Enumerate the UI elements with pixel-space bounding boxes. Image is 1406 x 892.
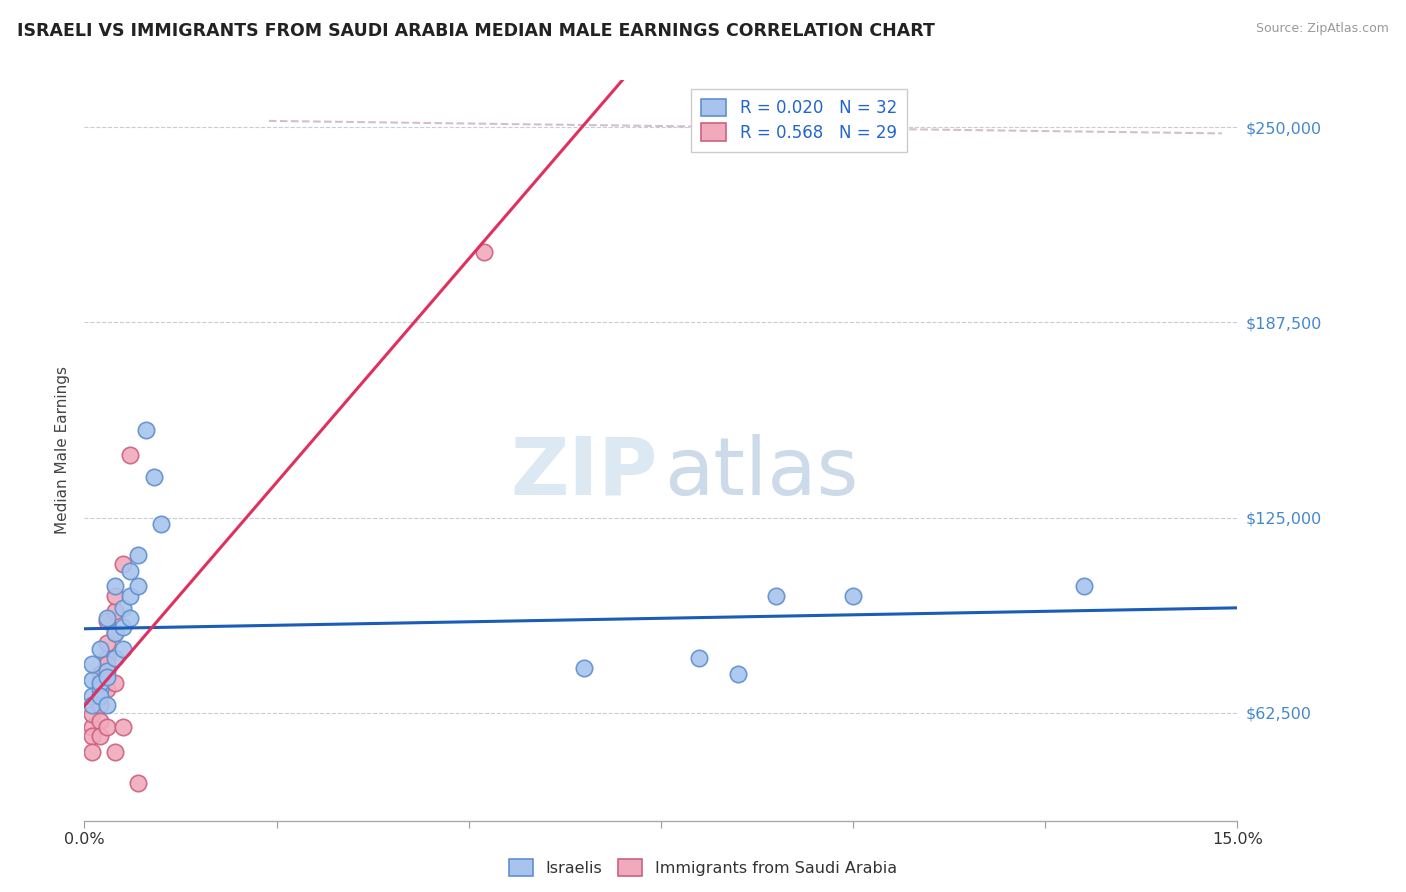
Point [89, 689, 111, 703]
Point [89, 698, 111, 712]
Point [120, 589, 142, 603]
Point [127, 548, 149, 562]
Point [120, 448, 142, 462]
Point [80, 745, 103, 759]
Point [111, 641, 134, 656]
Point [89, 676, 111, 690]
Point [80, 698, 103, 712]
Legend: Israelis, Immigrants from Saudi Arabia: Israelis, Immigrants from Saudi Arabia [501, 852, 905, 884]
Point [127, 776, 149, 790]
Point [111, 558, 134, 572]
Point [727, 666, 749, 681]
Text: ISRAELI VS IMMIGRANTS FROM SAUDI ARABIA MEDIAN MALE EARNINGS CORRELATION CHART: ISRAELI VS IMMIGRANTS FROM SAUDI ARABIA … [17, 22, 935, 40]
Point [89, 682, 111, 697]
Text: atlas: atlas [664, 434, 859, 512]
Point [104, 676, 127, 690]
Point [89, 676, 111, 690]
Point [96, 657, 118, 672]
Point [96, 610, 118, 624]
Point [80, 657, 103, 672]
Point [104, 626, 127, 640]
Point [111, 720, 134, 734]
Point [765, 589, 787, 603]
Legend: R = 0.020   N = 32, R = 0.568   N = 29: R = 0.020 N = 32, R = 0.568 N = 29 [692, 88, 907, 152]
Point [120, 610, 142, 624]
Point [89, 729, 111, 743]
Point [80, 720, 103, 734]
Point [142, 470, 165, 484]
Point [80, 673, 103, 687]
Point [472, 245, 495, 260]
Point [89, 666, 111, 681]
Point [96, 670, 118, 684]
Point [96, 682, 118, 697]
Point [104, 626, 127, 640]
Text: ZIP: ZIP [510, 434, 658, 512]
Y-axis label: Median Male Earnings: Median Male Earnings [55, 367, 70, 534]
Point [842, 589, 865, 603]
Point [96, 698, 118, 712]
Point [80, 689, 103, 703]
Point [688, 651, 710, 665]
Point [127, 579, 149, 593]
Point [111, 620, 134, 634]
Point [104, 604, 127, 618]
Point [150, 516, 173, 531]
Point [104, 589, 127, 603]
Point [96, 720, 118, 734]
Point [104, 651, 127, 665]
Point [572, 660, 595, 674]
Point [111, 601, 134, 615]
Point [96, 651, 118, 665]
Point [89, 689, 111, 703]
Point [104, 745, 127, 759]
Point [96, 635, 118, 649]
Point [96, 664, 118, 678]
Text: Source: ZipAtlas.com: Source: ZipAtlas.com [1256, 22, 1389, 36]
Point [89, 714, 111, 728]
Point [104, 579, 127, 593]
Point [1073, 579, 1095, 593]
Point [89, 641, 111, 656]
Point [96, 614, 118, 628]
Point [120, 564, 142, 578]
Point [80, 729, 103, 743]
Point [135, 423, 157, 437]
Point [80, 707, 103, 722]
